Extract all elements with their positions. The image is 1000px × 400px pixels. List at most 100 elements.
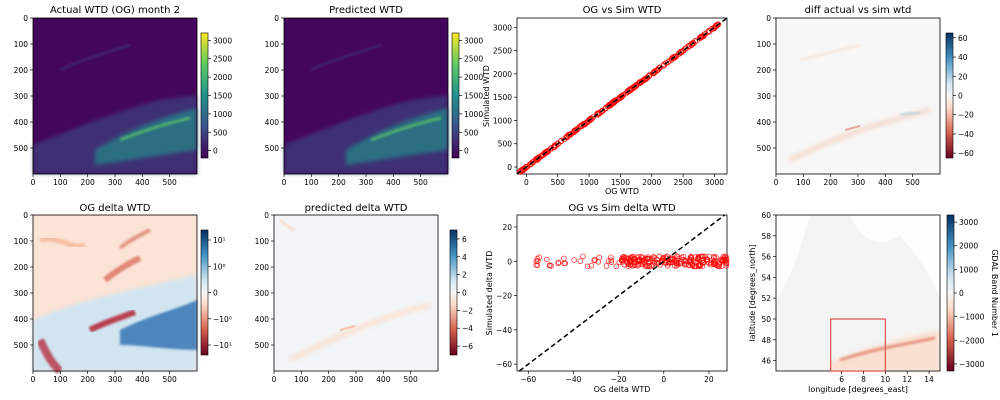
colorbar-tick-label: 3000 [959,218,978,227]
colorbar: 10¹ 10⁰ 0 −10⁰ −10¹ [200,229,232,356]
highlight-box [830,318,886,372]
scatter-point [608,259,615,265]
scatter-point [665,259,672,266]
x-tick-label: 300 [108,375,123,384]
scatter-point [700,253,706,260]
scatter-point [608,257,614,263]
colorbar-tick-label: 4 [462,253,467,262]
x-tick-label: 400 [386,178,401,187]
colorbar-tick-label: −2 [462,306,473,315]
scatter-point [620,91,627,98]
scatter-point [627,87,634,94]
x-tick-label: 400 [878,178,893,187]
x-tick-label: 100 [796,178,811,187]
y-tick-label: 0 [23,14,28,23]
colorbar-tick-label: 10¹ [213,236,226,245]
colorbar: 6 4 2 0 −2 −4 −6 [449,229,473,356]
y-tick-label: 500 [265,144,280,153]
panel-title: diff actual vs sim wtd [805,5,912,16]
y-tick-label: 100 [14,40,29,49]
colorbar-tick-label: −20 [958,111,974,120]
panel-title: OG vs Sim delta WTD [568,203,676,214]
x-tick-label: 12 [902,375,912,384]
axis-ticks: 6 8 10 12 14 46 48 50 52 54 56 58 60 [761,211,934,384]
y-tick-label: 100 [14,237,29,246]
panel-actual-wtd: Actual WTD (OG) month 2 0 100 200 300 400 500… [14,5,233,187]
y-tick-label: 500 [14,144,29,153]
x-tick-label: 200 [81,178,96,187]
scatter-point [696,262,702,268]
y-tick-label: 500 [498,140,513,149]
panel-title: OG vs Sim WTD [583,5,662,16]
x-tick-label: 0 [282,178,287,187]
heatmap-image [776,18,940,174]
scatter-point [722,253,729,260]
scatter-point [650,253,657,260]
x-tick-label: 14 [924,375,934,384]
x-tick-label: 20 [704,375,714,384]
y-tick-label: 0 [274,14,279,23]
y-tick-label: −20 [496,292,512,301]
y-tick-label: 2000 [493,70,512,79]
scatter-point [619,254,626,260]
colorbar-tick-label: 1000 [464,110,483,119]
x-tick-label: 300 [108,178,123,187]
scatter-point [714,21,721,28]
colorbar-tick-label: −2000 [959,336,985,345]
x-tick-label: 1000 [580,178,599,187]
x-tick-label: 0 [661,375,666,384]
scatter-point [676,260,682,266]
y-tick-label: 0 [264,211,269,220]
x-tick-label: −20 [611,375,627,384]
scatter-point [568,130,575,137]
colorbar-tick-label: 2500 [464,55,483,64]
y-tick-label: 48 [761,336,771,345]
y-tick-label: 60 [761,211,771,220]
y-tick-label: 0 [766,14,771,23]
y-tick-label: 200 [255,263,270,272]
x-tick-label: −60 [520,375,536,384]
y-tick-label: 300 [265,92,280,101]
scatter-point [604,103,611,110]
y-tick-label: 100 [255,237,270,246]
colorbar-tick-label: 1000 [959,265,978,274]
heatmap-image [274,215,438,371]
scatter-point [680,256,687,263]
scatter-point [697,34,704,41]
colorbar-label: GDAL Band Number 1 [990,249,999,337]
panel-title: OG delta WTD [79,203,150,214]
scatter-point [672,54,679,61]
x-tick-label: 2000 [642,178,661,187]
scatter-point [644,255,650,262]
y-tick-label: 400 [14,315,29,324]
x-tick-label: −40 [566,375,582,384]
scatter-point [673,53,680,60]
scatter-point [641,76,648,83]
scatter-point [638,253,645,260]
scatter-point [710,261,717,268]
x-tick-label: 1500 [611,178,630,187]
colorbar-tick-label: −10¹ [213,341,232,350]
y-tick-label: 400 [757,118,772,127]
scatter-point [713,22,720,29]
panel-og-vs-sim-wtd: OG vs Sim WTD 0 500 1000 1500 2000 2500 3000 0 5… [482,5,728,196]
scatter-points [533,253,730,270]
y-tick-label: 0 [507,257,512,266]
colorbar-tick-label: 1500 [213,92,232,101]
scatter-point [710,25,717,32]
scatter-point [702,253,708,260]
scatter-point [551,142,558,149]
y-tick-label: 100 [265,40,280,49]
y-tick-label: 0 [507,163,512,172]
x-tick-label: 10 [881,375,891,384]
x-tick-label: 0 [31,375,36,384]
scatter-point [631,83,638,90]
scatter-point [718,263,725,269]
colorbar-tick-label: 2 [462,271,467,280]
x-tick-label: 2500 [674,178,693,187]
scatter-point [536,254,542,261]
x-tick-label: 400 [135,375,150,384]
colorbar-tick-label: 40 [958,53,968,62]
x-tick-label: 0 [774,178,779,187]
colorbar-tick-label: 0 [213,147,218,156]
